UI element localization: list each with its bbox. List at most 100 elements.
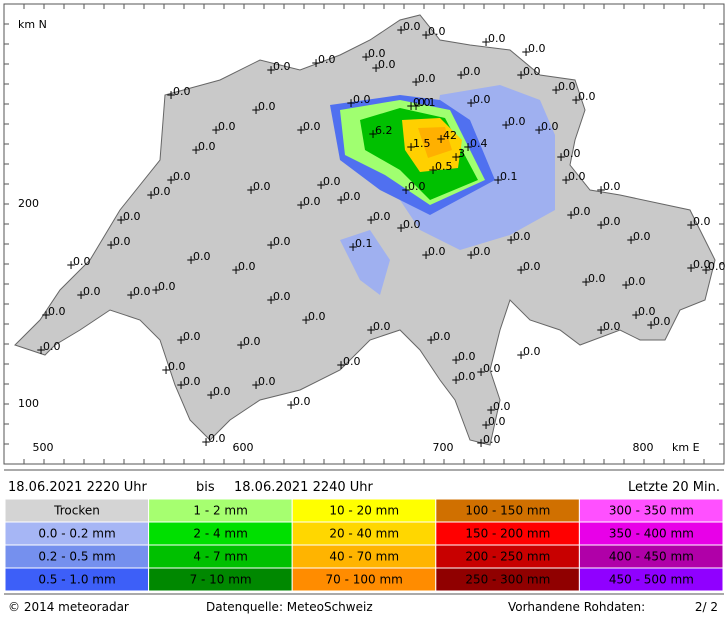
station-cross: + (621, 278, 631, 292)
legend-label: 450 - 500 mm (609, 573, 694, 587)
station-value: 0.0 (413, 96, 431, 109)
station-cross: + (206, 388, 216, 402)
x-label: 700 (433, 441, 454, 454)
station-cross: + (371, 61, 381, 75)
station-value: 3 (458, 147, 465, 160)
station-cross: + (301, 313, 311, 327)
station-cross: + (451, 150, 461, 164)
station-cross: + (201, 435, 211, 449)
station-value: 0.0 (568, 170, 586, 183)
copyright: © 2014 meteoradar (8, 600, 129, 614)
station-value: 0.0 (113, 235, 131, 248)
station-value: 0.0 (153, 185, 171, 198)
station-cross: + (166, 173, 176, 187)
station-cross: + (646, 318, 656, 332)
station-value: 0.0 (428, 245, 446, 258)
station-cross: + (686, 261, 696, 275)
legend-swatch (578, 567, 724, 592)
station-cross: + (596, 218, 606, 232)
station-cross: + (426, 333, 436, 347)
station-value: 0.0 (488, 32, 506, 45)
station-cross: + (486, 403, 496, 417)
station-cross: + (396, 23, 406, 37)
station-value: 0.0 (633, 230, 651, 243)
station-value: 0.0 (83, 285, 101, 298)
station-value: 0.0 (513, 230, 531, 243)
station-value: 0.0 (403, 20, 421, 33)
station-cross: + (521, 45, 531, 59)
station-value: 0.0 (653, 315, 671, 328)
station-cross: + (266, 238, 276, 252)
station-value: 0.0 (323, 175, 341, 188)
legend-label: 10 - 20 mm (329, 504, 399, 518)
legend-label: 40 - 70 mm (329, 550, 399, 564)
station-cross: + (166, 88, 176, 102)
station-cross: + (566, 208, 576, 222)
station-value: 0.0 (523, 345, 541, 358)
station-value: 0.0 (603, 215, 621, 228)
station-value: 0.0 (588, 272, 606, 285)
station-cross: + (286, 398, 296, 412)
station-cross: + (506, 233, 516, 247)
station-cross: + (116, 213, 126, 227)
station-cross: + (176, 333, 186, 347)
station-cross: + (176, 378, 186, 392)
legend-label: 2 - 4 mm (193, 527, 247, 541)
station-value: 0.0 (193, 250, 211, 263)
station-cross: + (366, 213, 376, 227)
station-cross: + (251, 378, 261, 392)
station-cross: + (561, 173, 571, 187)
station-value: 0.0 (158, 280, 176, 293)
legend-label: 7 - 10 mm (190, 573, 252, 587)
station-value: 0.1 (500, 170, 518, 183)
station-cross: + (516, 68, 526, 82)
station-value: 0.0 (603, 320, 621, 333)
station-cross: + (246, 183, 256, 197)
legend-label: 1 - 2 mm (193, 504, 247, 518)
station-cross: + (251, 103, 261, 117)
station-cross: + (36, 343, 46, 357)
station-value: 0.0 (463, 65, 481, 78)
raw-label: Vorhandene Rohdaten: (508, 600, 645, 614)
station-value: 0.0 (208, 432, 226, 445)
station-value: 0.0 (578, 90, 596, 103)
station-value: 0.0 (238, 260, 256, 273)
station-value: 0.0 (403, 218, 421, 231)
station-cross: + (596, 183, 606, 197)
station-cross: + (421, 28, 431, 42)
legend-label: 20 - 40 mm (329, 527, 399, 541)
station-cross: + (126, 288, 136, 302)
station-value: 0.0 (73, 255, 91, 268)
station-value: 0.0 (628, 275, 646, 288)
station-value: 0.0 (523, 260, 541, 273)
station-cross: + (41, 308, 51, 322)
station-cross: + (151, 283, 161, 297)
legend-label: 400 - 450 mm (609, 550, 694, 564)
period-from: 18.06.2021 2220 Uhr (8, 480, 148, 495)
station-cross: + (436, 132, 446, 146)
station-cross: + (266, 63, 276, 77)
station-value: 0.0 (433, 330, 451, 343)
station-value: 42 (443, 129, 457, 142)
station-value: 0.0 (303, 120, 321, 133)
station-cross: + (361, 50, 371, 64)
station-value: 0.0 (408, 180, 426, 193)
x-label: 500 (33, 441, 54, 454)
station-value: 0.0 (343, 190, 361, 203)
station-value: 0.0 (273, 290, 291, 303)
station-value: 0.0 (183, 375, 201, 388)
station-cross: + (451, 353, 461, 367)
legend-label: 100 - 150 mm (465, 504, 550, 518)
station-value: 0.0 (473, 93, 491, 106)
period-window: Letzte 20 Min. (628, 480, 720, 495)
station-value: 0.0 (43, 340, 61, 353)
legend-label: 0.2 - 0.5 mm (38, 550, 115, 564)
station-value: 0.0 (173, 170, 191, 183)
station-value: 0.0 (343, 355, 361, 368)
station-value: 0.0 (693, 215, 711, 228)
station-value: 0.0 (378, 58, 396, 71)
station-cross: + (631, 308, 641, 322)
station-cross: + (346, 96, 356, 110)
period-word: bis (196, 480, 215, 495)
station-value: 0.0 (133, 285, 151, 298)
